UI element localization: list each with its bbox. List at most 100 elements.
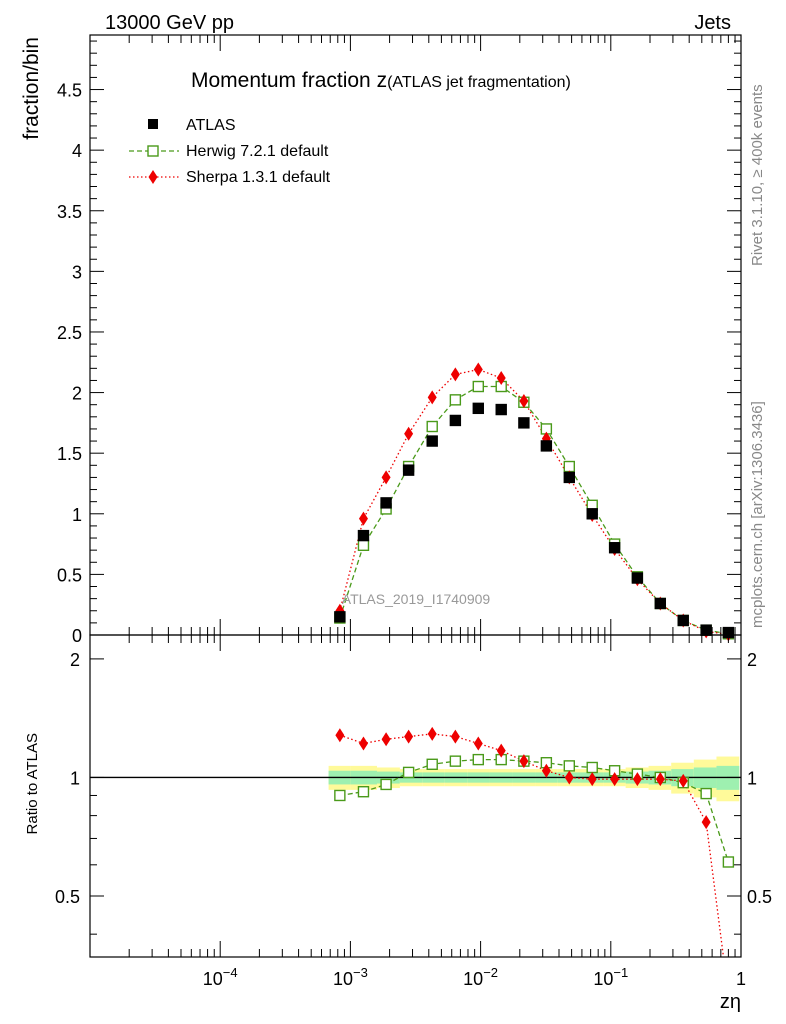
sherpa-ratio-point (427, 726, 437, 741)
atlas-point (654, 597, 667, 610)
sherpa-ratio-point (610, 772, 620, 787)
main-y-tick-label: 1.5 (57, 444, 82, 464)
sherpa-ratio-point (358, 736, 368, 751)
main-panel: 0 0.5 1 1.5 2 2.5 3 3.5 4 4.5 fraction/bin ATLAS_… (20, 34, 742, 957)
ratio-y-tick-label-right: 1 (747, 768, 757, 788)
sherpa-point (473, 362, 483, 377)
ratio-y-tick-label-left: 1 (70, 768, 80, 788)
x-tick-label-base: 10 (203, 969, 223, 989)
rivet-version-label: Rivet 3.1.10, ≥ 400k events (749, 84, 766, 266)
main-axes-layer: 0 0.5 1 1.5 2 2.5 3 3.5 4 4.5 (57, 35, 742, 957)
chart-title: Momentum fraction z(ATLAS jet fragmentat… (191, 69, 571, 92)
sherpa-ratio-point (701, 815, 711, 830)
herwig-ratio-point (334, 789, 346, 802)
sherpa-ratio-point (632, 772, 642, 787)
x-tick-label-exponent: −1 (613, 965, 628, 980)
herwig-ratio-point (426, 758, 438, 770)
sherpa-ratio-point (541, 763, 551, 778)
atlas-point (608, 542, 621, 554)
sherpa-ratio-point (473, 736, 483, 751)
ratio-panel-frame (89, 634, 742, 958)
atlas-point (449, 414, 462, 427)
header-energy-label: 13000 GeV pp (105, 12, 234, 34)
ratio-y-tick-label-right: 0.5 (747, 887, 772, 907)
ratio-y-axis-label: Ratio to ATLAS (24, 733, 41, 834)
main-y-tick-label: 3.5 (57, 202, 82, 222)
sherpa-point (519, 394, 529, 409)
sherpa-ratio-point (587, 772, 597, 787)
atlas-point (357, 529, 370, 542)
atlas-point (677, 614, 689, 627)
main-y-tick-label: 2.5 (57, 323, 82, 343)
legend-marker-atlas (148, 119, 158, 129)
main-y-tick-label: 3 (72, 262, 82, 282)
sherpa-point (404, 426, 414, 441)
sherpa-point (381, 470, 391, 485)
sherpa-ratio-point (496, 743, 506, 758)
mcplots-source-label: mcplots.cern.ch [arXiv:1306.3436] (749, 401, 766, 628)
x-tick-label-base: 10 (463, 969, 483, 989)
sherpa-ratio-point (678, 773, 688, 788)
herwig-point (449, 394, 462, 406)
herwig-ratio-point (563, 760, 575, 772)
atlas-point (334, 611, 346, 623)
atlas-point (540, 440, 553, 452)
ratio-y-tick-label-left: 0.5 (55, 887, 80, 907)
herwig-ratio-point (472, 753, 484, 766)
main-y-tick-label: 0 (72, 626, 82, 646)
atlas-point (586, 508, 598, 520)
atlas-point (402, 464, 415, 476)
atlas-point (563, 471, 575, 484)
herwig-ratio-point (449, 755, 462, 767)
atlas-point (631, 572, 644, 584)
x-tick-label-base: 10 (593, 969, 613, 989)
atlas-point (472, 402, 484, 415)
herwig-point (357, 539, 370, 552)
main-y-tick-label: 1 (72, 505, 82, 525)
sherpa-ratio-point (655, 772, 665, 787)
chart-title-main: Momentum fraction z (191, 69, 387, 92)
sherpa-point (427, 390, 437, 405)
herwig-ratio-point (700, 787, 712, 800)
herwig-ratio-point (586, 761, 598, 774)
sherpa-point (450, 367, 460, 382)
herwig-point (472, 380, 484, 393)
ratio-y-tick-label-left: 2 (70, 650, 80, 670)
legend-label-herwig: Herwig 7.2.1 default (186, 143, 329, 160)
sherpa-point (496, 371, 506, 386)
main-plot-layer (334, 362, 735, 642)
sherpa-ratio-point (404, 729, 414, 744)
atlas-point (426, 435, 438, 447)
main-y-tick-label: 4 (72, 141, 82, 161)
sherpa-ratio-point (450, 729, 460, 744)
legend-marker-sherpa (148, 170, 158, 184)
x-tick-label-exponent: −4 (223, 965, 238, 980)
herwig-ratio-point (380, 778, 392, 791)
x-tick-label: 1 (736, 969, 746, 989)
sherpa-point (358, 511, 368, 526)
x-tick-label-base: 10 (333, 969, 353, 989)
main-y-tick-label: 4.5 (57, 81, 82, 101)
atlas-point (700, 624, 712, 636)
legend-label-atlas: ATLAS (186, 117, 236, 134)
header-process-label: Jets (694, 12, 731, 34)
main-y-tick-label: 0.5 (57, 565, 82, 585)
sherpa-ratio-point (564, 770, 574, 785)
atlas-point (518, 417, 530, 429)
atlas-point (495, 403, 507, 416)
x-tick-label-exponent: −2 (483, 965, 498, 980)
herwig-ratio-point (722, 856, 735, 868)
x-tick-label: 10−3 (333, 965, 368, 989)
x-axis-labels: 10−4 10−3 10−2 10−1 1 (203, 965, 746, 989)
sherpa-ratio-point (335, 728, 345, 743)
legend-label-sherpa: Sherpa 1.3.1 default (186, 169, 331, 186)
main-y-tick-label: 2 (72, 384, 82, 404)
x-tick-label-exponent: −3 (353, 965, 368, 980)
x-axis-label: zη (720, 991, 741, 1013)
herwig-ratio-point (357, 786, 370, 798)
sherpa-ratio-point (519, 754, 529, 769)
ratio-plot-layer (90, 726, 741, 957)
x-tick-label-base: 1 (736, 969, 746, 989)
x-tick-label: 10−1 (593, 965, 628, 989)
herwig-ratio-point (402, 766, 415, 779)
